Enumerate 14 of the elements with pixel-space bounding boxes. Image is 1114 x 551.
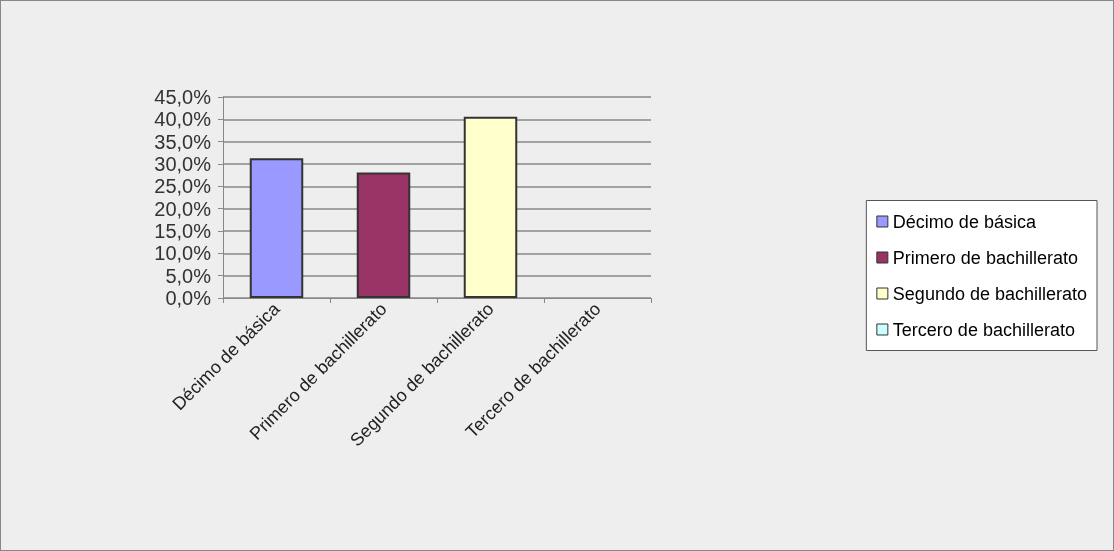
y-tick-label: 5,0% (165, 264, 212, 287)
y-tick-label: 35,0% (154, 130, 212, 153)
y-tick-label: 30,0% (154, 153, 212, 175)
y-tick-label: 0,0% (165, 287, 212, 309)
legend-label: Tercero de bachillerato (892, 319, 1075, 340)
legend-label: Segundo de bachillerato (892, 283, 1088, 304)
y-tick-label: 15,0% (154, 220, 212, 242)
legend-label: Primero de bachillerato (892, 247, 1078, 268)
y-tick-label: 25,0% (154, 175, 212, 198)
legend-label: Décimo de básica (892, 211, 1037, 232)
y-tick-label: 40,0% (154, 108, 212, 131)
y-tick-label: 20,0% (154, 197, 212, 220)
y-tick-label: 10,0% (154, 242, 212, 265)
y-tick-label: 45,0% (154, 86, 212, 108)
